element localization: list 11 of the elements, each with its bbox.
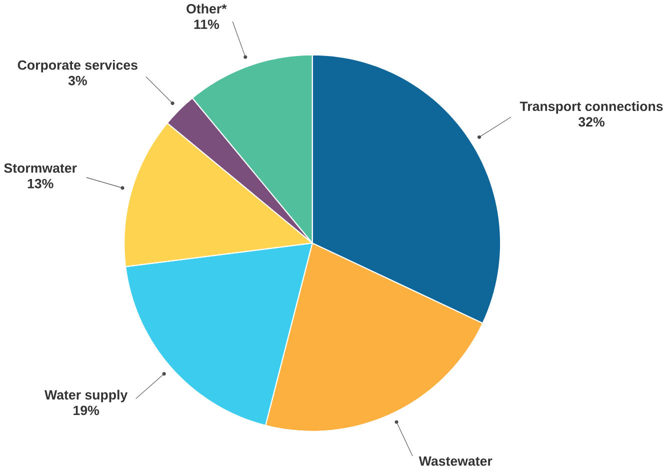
data-label: 19% bbox=[74, 406, 100, 416]
slice-label: Stormwater bbox=[4, 164, 77, 174]
slice-label: Other* bbox=[186, 4, 227, 14]
slice-label: Wastewater bbox=[418, 456, 492, 466]
slice-label: Water supply bbox=[44, 390, 128, 402]
data-label: 11% bbox=[194, 20, 220, 30]
slice-label: Corporate services bbox=[18, 60, 138, 73]
data-label: 13% bbox=[28, 179, 54, 189]
data-label: 32% bbox=[578, 117, 604, 127]
slice-label: Transport connections bbox=[520, 102, 663, 114]
data-label: 3% bbox=[68, 76, 87, 86]
